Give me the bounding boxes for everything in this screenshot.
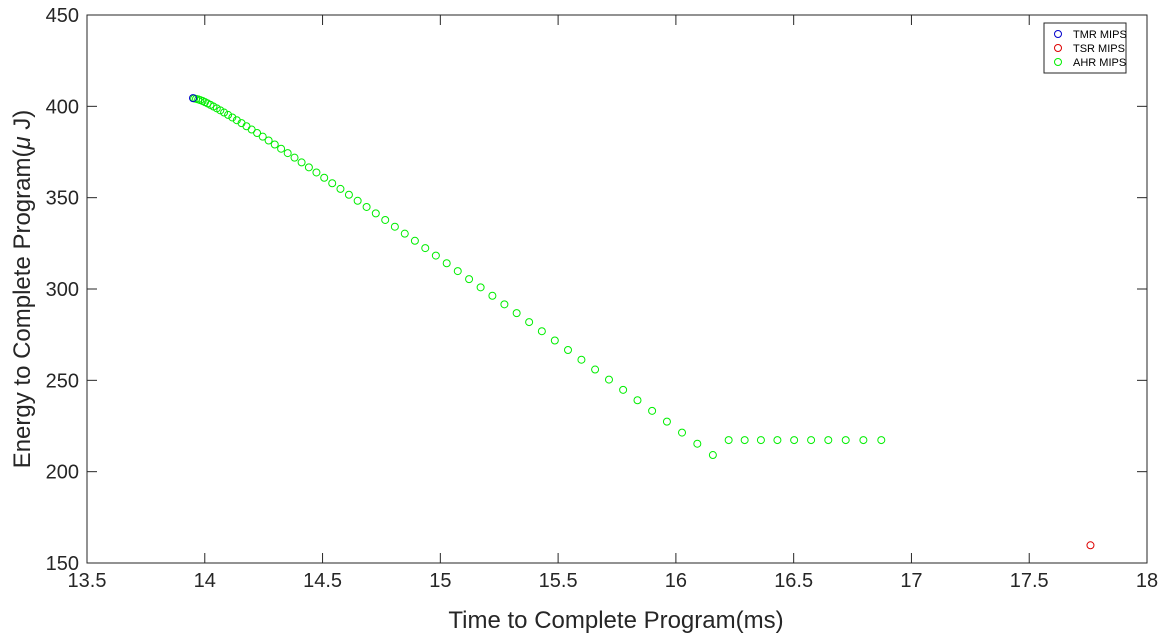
- tsr-mips-point: [1086, 541, 1095, 550]
- x-tick-label: 14: [194, 570, 216, 592]
- ahr-mips-point: [381, 215, 390, 224]
- ahr-mips-point: [442, 259, 451, 268]
- x-tick-label: 18: [1136, 570, 1158, 592]
- y-tick-label: 200: [46, 462, 79, 484]
- ahr-mips-point: [336, 184, 345, 193]
- y-tick-label: 450: [46, 5, 79, 27]
- y-axis-label: Energy to Complete Program(μ J): [9, 110, 36, 469]
- y-axis: 150 200 250 300 350 400 450: [46, 5, 1147, 575]
- ahr-mips-point: [453, 267, 462, 276]
- ahr-mips-point: [525, 318, 534, 327]
- y-axis-label-suffix: J): [9, 110, 36, 137]
- ahr-mips-point: [344, 190, 353, 199]
- ahr-mips-point: [353, 196, 362, 205]
- ahr-mips-point: [841, 436, 850, 445]
- ahr-mips-point: [476, 283, 485, 292]
- ahr-mips-point: [312, 168, 321, 177]
- x-tick-label: 17.5: [1010, 570, 1049, 592]
- ahr-mips-point: [824, 436, 833, 445]
- tsr-mips-legend-marker: [1054, 44, 1062, 52]
- x-tick-label: 13.5: [68, 570, 107, 592]
- ahr-mips-point: [328, 179, 337, 188]
- tsr-mips-legend-label: TSR MIPS: [1073, 43, 1125, 55]
- y-tick-label: 250: [46, 370, 79, 392]
- ahr-mips-point: [264, 136, 273, 145]
- tmr-mips-legend-marker: [1054, 30, 1062, 38]
- y-axis-label-mu: μ: [9, 136, 36, 150]
- ahr-mips-point: [465, 275, 474, 284]
- ahr-mips-point: [591, 365, 600, 374]
- x-tick-label: 16.5: [774, 570, 813, 592]
- ahr-mips-point: [740, 436, 749, 445]
- legend-box: [1043, 22, 1127, 74]
- ahr-mips-point: [500, 300, 509, 309]
- ahr-mips-point: [708, 451, 717, 460]
- ahr-mips-point: [859, 436, 868, 445]
- ahr-mips-point: [421, 244, 430, 253]
- ahr-mips-point: [220, 108, 229, 117]
- tmr-mips-point: [189, 94, 197, 103]
- ahr-mips-point: [790, 436, 799, 445]
- x-tick-label: 16: [665, 570, 687, 592]
- ahr-mips-point: [550, 336, 559, 345]
- ahr-mips-point: [283, 149, 292, 158]
- ahr-mips-point: [253, 129, 262, 138]
- ahr-mips-point: [320, 173, 329, 182]
- ahr-mips-point: [577, 355, 586, 364]
- y-tick-label: 400: [46, 96, 79, 118]
- plot-frame: [86, 14, 1148, 564]
- ahr-mips-point: [807, 436, 816, 445]
- legend: TMR MIPS TSR MIPS AHR MIPS: [1043, 22, 1127, 74]
- y-tick-label: 150: [46, 553, 79, 575]
- ahr-mips-point: [297, 158, 306, 167]
- data-markers: [189, 94, 1095, 550]
- y-tick-label: 350: [46, 188, 79, 210]
- ahr-mips-point: [277, 144, 286, 153]
- ahr-mips-point: [228, 113, 237, 122]
- x-tick-label: 15: [429, 570, 451, 592]
- ahr-mips-point: [756, 436, 765, 445]
- ahr-mips-point: [619, 385, 628, 394]
- ahr-mips-point: [724, 436, 733, 445]
- ahr-mips-point: [290, 153, 299, 162]
- ahr-mips-point: [390, 222, 399, 231]
- ahr-mips-point: [258, 132, 267, 141]
- ahr-mips-point: [564, 346, 573, 355]
- ahr-mips-point: [400, 229, 409, 238]
- ahr-mips-legend-marker: [1054, 58, 1062, 66]
- y-tick-label: 300: [46, 279, 79, 301]
- ahr-mips-point: [678, 428, 687, 437]
- x-axis-label: Time to Complete Program(ms): [448, 607, 783, 634]
- ahr-mips-point: [877, 436, 886, 445]
- plot-border: [86, 14, 1148, 564]
- x-tick-label: 14.5: [303, 570, 342, 592]
- ahr-mips-point: [362, 202, 371, 211]
- ahr-mips-point: [224, 110, 233, 119]
- ahr-mips-point: [693, 439, 702, 448]
- ahr-mips-point: [662, 417, 671, 426]
- ahr-mips-point: [410, 236, 419, 245]
- ahr-mips-point: [431, 251, 440, 260]
- ahr-mips-point: [270, 140, 279, 149]
- tmr-mips-legend-label: TMR MIPS: [1073, 29, 1127, 41]
- ahr-mips-point: [604, 375, 613, 384]
- ahr-mips-point: [648, 406, 657, 415]
- ahr-mips-point: [633, 396, 642, 405]
- y-axis-label-prefix: Energy to Complete Program(: [9, 150, 36, 469]
- x-axis: 13.5 14 14.5 15 15.5 16 16.5 17 17.5 18: [68, 15, 1158, 592]
- ahr-mips-point: [371, 209, 380, 218]
- x-tick-label: 15.5: [539, 570, 578, 592]
- ahr-mips-point: [304, 163, 313, 172]
- ahr-mips-point: [488, 291, 497, 300]
- ahr-mips-point: [773, 436, 782, 445]
- x-tick-label: 17: [900, 570, 922, 592]
- ahr-mips-legend-label: AHR MIPS: [1073, 57, 1126, 69]
- ahr-mips-point: [537, 327, 546, 336]
- ahr-mips-point: [512, 309, 521, 318]
